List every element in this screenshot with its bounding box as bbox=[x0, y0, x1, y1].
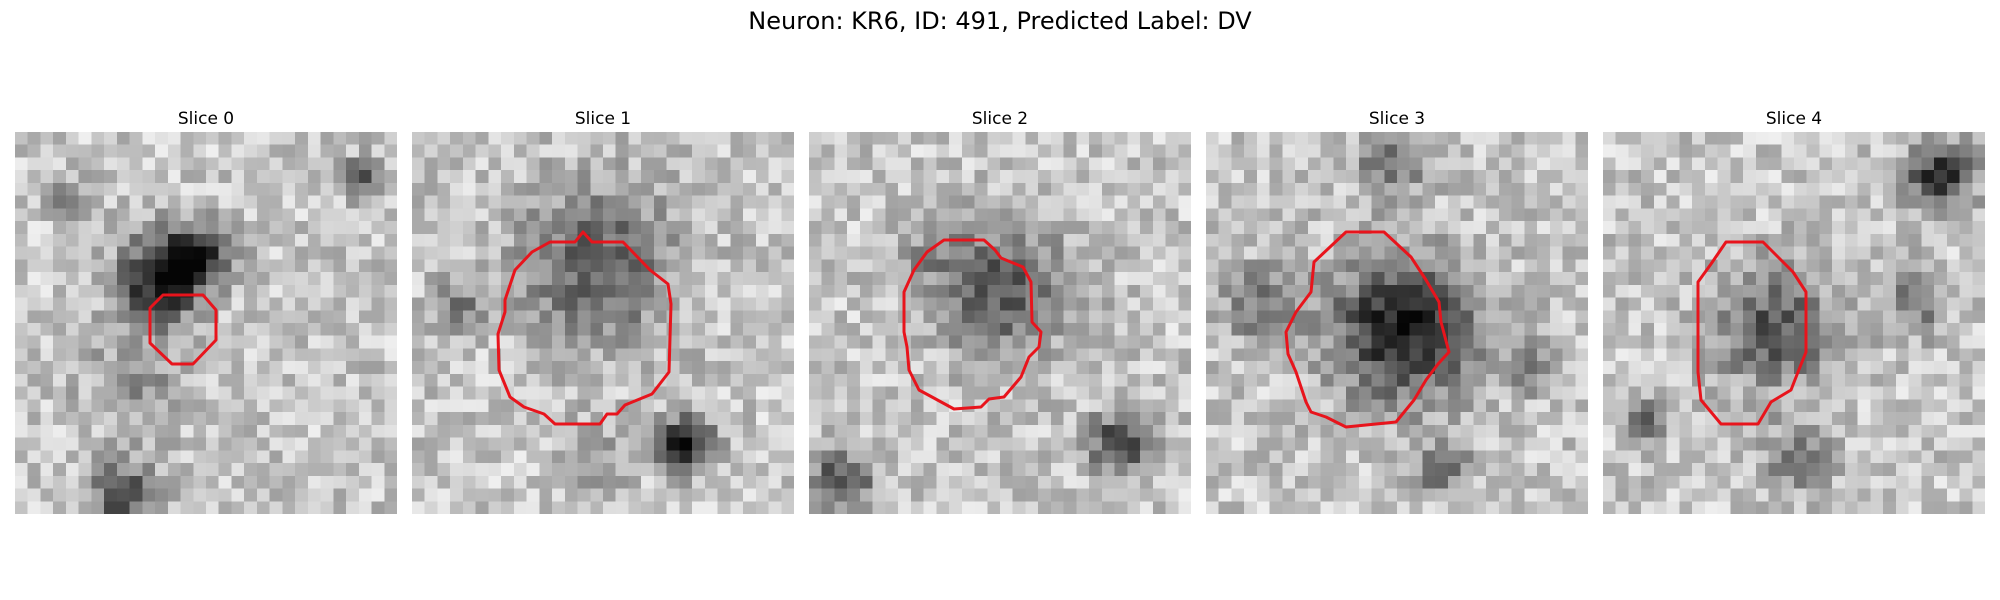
slice-image-0 bbox=[15, 132, 397, 514]
microscopy-image-4 bbox=[1603, 132, 1985, 514]
slice-image-2 bbox=[809, 132, 1191, 514]
slice-title-4: Slice 4 bbox=[1765, 109, 1823, 129]
microscopy-image-2 bbox=[809, 132, 1191, 514]
slice-panel-1: Slice 1 bbox=[412, 108, 794, 514]
slice-title-3: Slice 3 bbox=[1368, 109, 1426, 129]
slice-title-2: Slice 2 bbox=[971, 109, 1029, 129]
slice-image-3 bbox=[1206, 132, 1588, 514]
slice-image-4 bbox=[1603, 132, 1985, 514]
slice-panel-3: Slice 3 bbox=[1206, 108, 1588, 514]
roi-contour-3 bbox=[1284, 230, 1451, 429]
slice-panel-2: Slice 2 bbox=[809, 108, 1191, 514]
microscopy-image-1 bbox=[412, 132, 794, 514]
microscopy-image-3 bbox=[1206, 132, 1588, 514]
figure-title: Neuron: KR6, ID: 491, Predicted Label: D… bbox=[748, 7, 1252, 35]
slice-title-0: Slice 0 bbox=[177, 109, 235, 129]
roi-contour-1 bbox=[496, 230, 673, 426]
slice-title-1: Slice 1 bbox=[574, 109, 632, 129]
roi-contour-2 bbox=[902, 238, 1043, 411]
roi-contour-0 bbox=[148, 293, 218, 366]
slice-panel-4: Slice 4 bbox=[1603, 108, 1985, 514]
microscopy-image-0 bbox=[15, 132, 397, 514]
slice-panel-0: Slice 0 bbox=[15, 108, 397, 514]
slice-image-1 bbox=[412, 132, 794, 514]
roi-contour-4 bbox=[1696, 240, 1808, 426]
